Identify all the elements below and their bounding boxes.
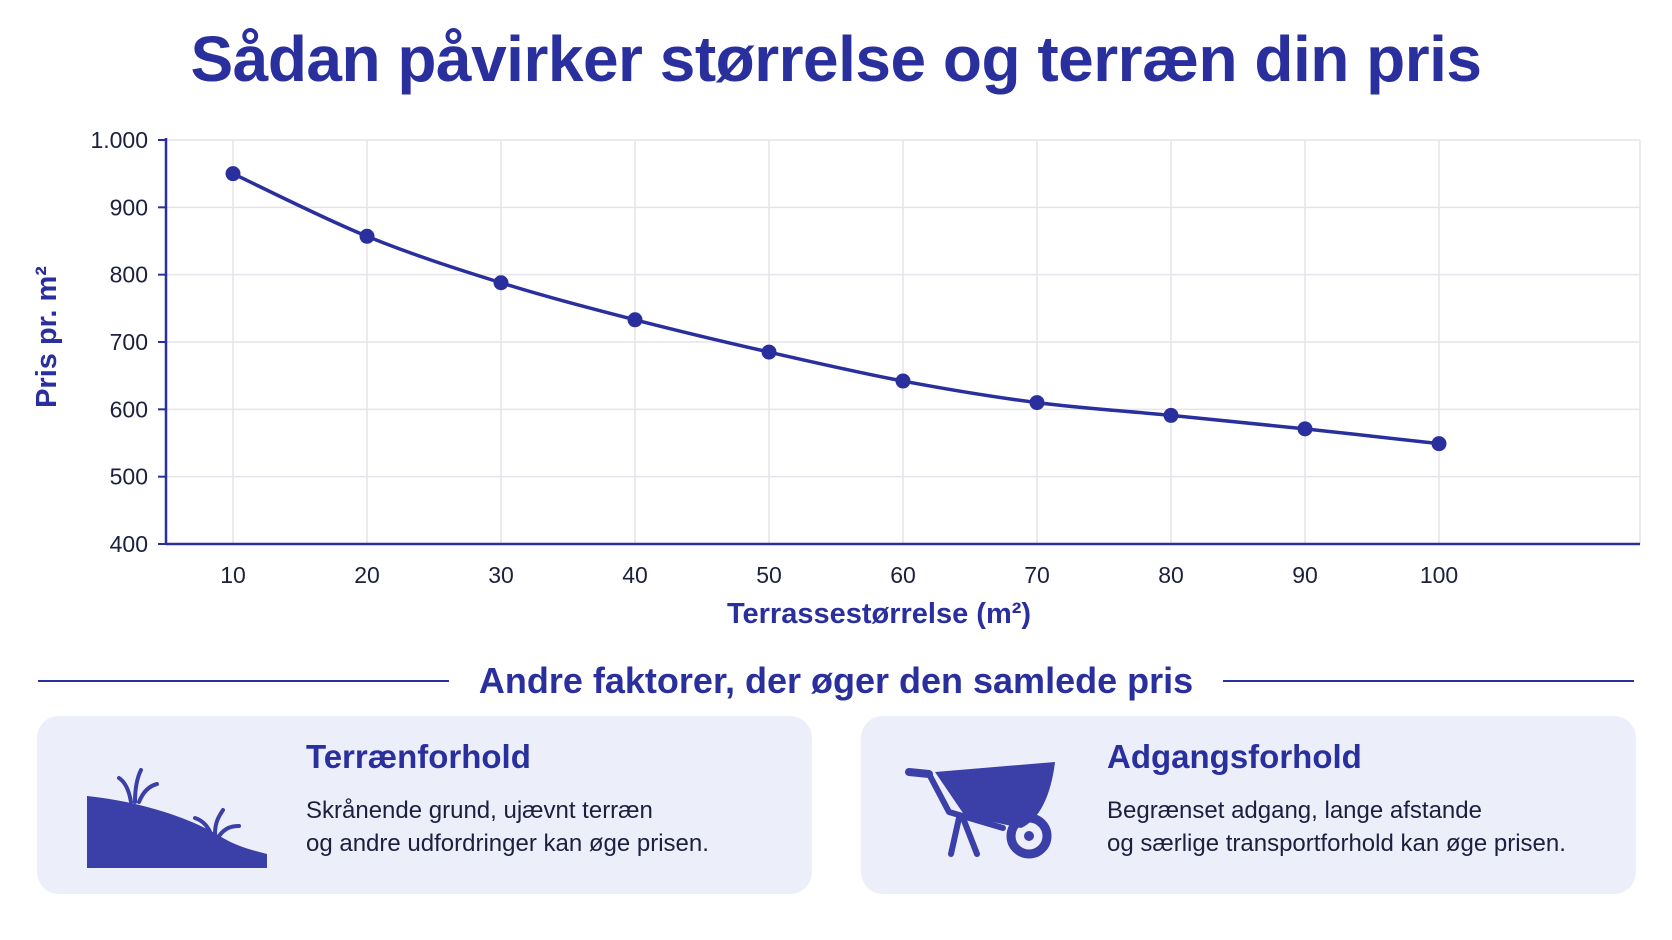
data-point <box>761 344 777 360</box>
terrain-card-text: Skrånende grund, ujævnt terræn og andre … <box>306 794 709 860</box>
section-rule-right <box>1223 680 1635 682</box>
wheelbarrow-icon <box>905 762 1055 859</box>
data-point <box>1029 395 1045 411</box>
chart-series <box>225 166 1447 452</box>
data-point <box>895 373 911 389</box>
x-tick-label: 90 <box>1292 562 1318 588</box>
section-heading: Andre faktorer, der øger den samlede pri… <box>478 660 1194 701</box>
terrain-card: Terrænforhold Skrånende grund, ujævnt te… <box>37 716 812 894</box>
terrain-card-title: Terrænforhold <box>306 738 531 775</box>
data-point <box>1163 407 1179 423</box>
x-tick-label: 80 <box>1158 562 1184 588</box>
y-tick-label: 800 <box>110 262 148 288</box>
x-tick-label: 50 <box>756 562 782 588</box>
data-point <box>1297 421 1313 437</box>
x-tick-label: 70 <box>1024 562 1050 588</box>
chart-axes <box>158 138 1640 546</box>
page-title: Sådan påvirker størrelse og terræn din p… <box>190 23 1482 95</box>
data-point <box>627 312 643 328</box>
x-tick-label: 100 <box>1420 562 1458 588</box>
y-tick-label: 400 <box>110 531 148 557</box>
x-tick-label: 40 <box>622 562 648 588</box>
x-axis-title: Terrassestørrelse (m²) <box>727 598 1031 630</box>
access-card-line: Begrænset adgang, lange afstande <box>1107 797 1482 824</box>
access-card-text: Begrænset adgang, lange afstande og særl… <box>1107 794 1566 860</box>
y-tick-label: 1.000 <box>90 127 148 153</box>
y-tick-label: 500 <box>110 464 148 490</box>
price-per-m2-chart: 400 500 600 700 800 900 1.000 10 20 30 40 50 60 70 80… <box>31 127 1641 630</box>
access-card: Adgangsforhold Begrænset adgang, lange a… <box>861 716 1636 894</box>
data-point <box>359 228 375 244</box>
access-card-line: og særlige transportforhold kan øge pris… <box>1107 830 1566 857</box>
y-axis-title: Pris pr. m² <box>31 266 63 408</box>
section-rule-left <box>38 680 449 682</box>
terrain-card-line: Skrånende grund, ujævnt terræn <box>306 797 653 824</box>
y-tick-label: 600 <box>110 396 148 422</box>
x-axis-ticks: 10 20 30 40 50 60 70 80 90 100 <box>220 562 1458 588</box>
terrain-card-line: og andre udfordringer kan øge prisen. <box>306 830 709 857</box>
y-tick-label: 700 <box>110 329 148 355</box>
x-tick-label: 60 <box>890 562 916 588</box>
access-card-title: Adgangsforhold <box>1107 738 1362 775</box>
x-tick-label: 20 <box>354 562 380 588</box>
slope-terrain-icon <box>87 768 267 868</box>
y-tick-label: 900 <box>110 194 148 220</box>
data-point <box>493 275 509 291</box>
data-point <box>1431 436 1447 452</box>
x-tick-label: 10 <box>220 562 246 588</box>
section-header: Andre faktorer, der øger den samlede pri… <box>38 656 1635 706</box>
x-tick-label: 30 <box>488 562 514 588</box>
data-point <box>225 166 241 182</box>
series-line <box>232 172 1440 446</box>
y-axis-ticks: 400 500 600 700 800 900 1.000 <box>90 127 148 557</box>
chart-grid <box>166 139 1641 544</box>
